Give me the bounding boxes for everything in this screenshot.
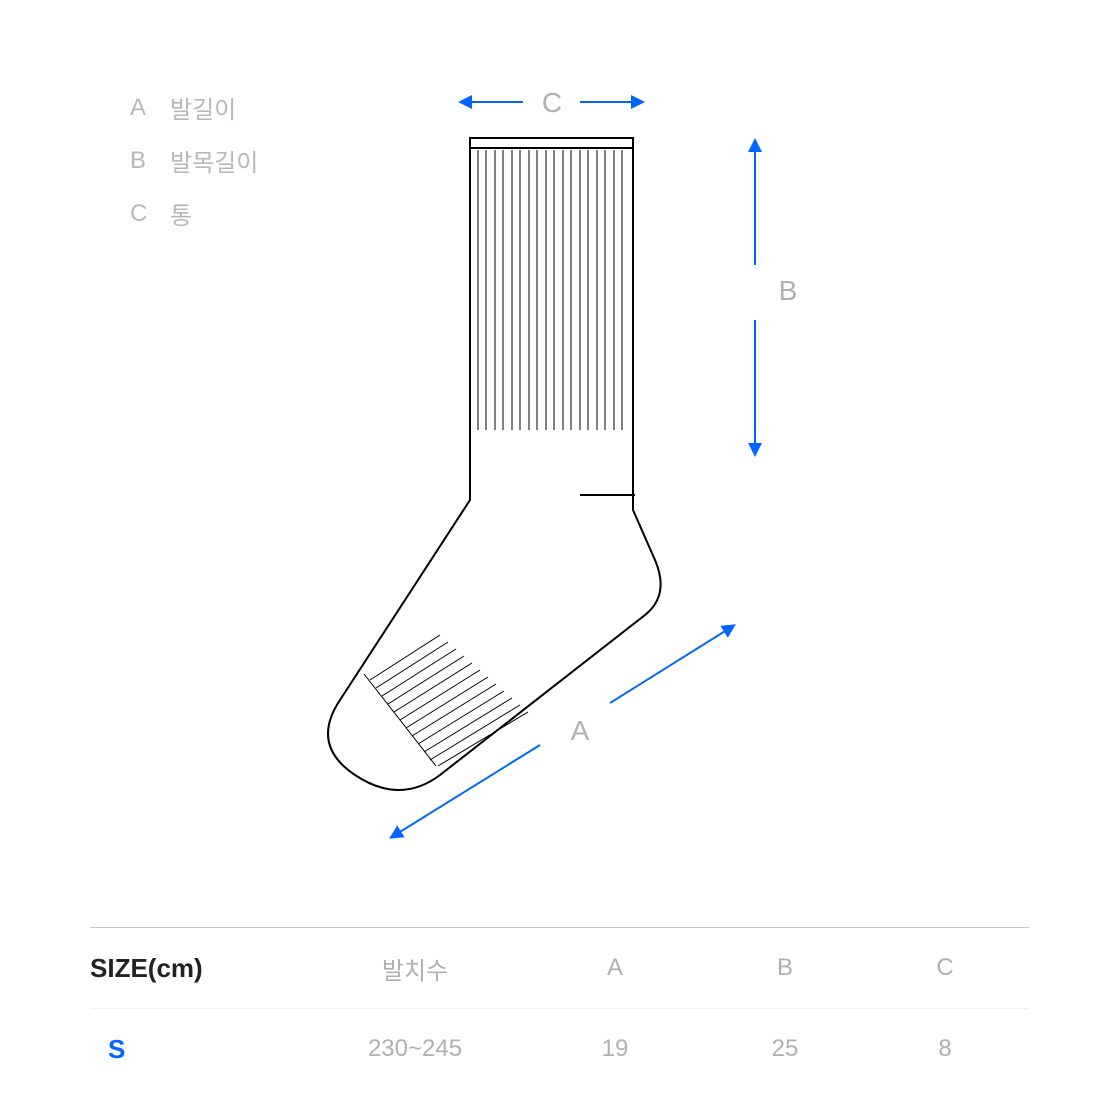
dimension-c: C bbox=[465, 87, 638, 118]
table-cell-a: 19 bbox=[530, 1035, 700, 1063]
dim-label-b: B bbox=[779, 275, 798, 306]
dim-label-a: A bbox=[571, 715, 590, 746]
table-header-c: C bbox=[870, 954, 1020, 982]
table-header-row: SIZE(cm) 발치수 A B C bbox=[90, 927, 1029, 1009]
table-cell-b: 25 bbox=[700, 1035, 870, 1063]
legend-key-a: A bbox=[130, 94, 170, 122]
dimension-b: B bbox=[755, 145, 797, 450]
table-cell-foot: 230~245 bbox=[300, 1035, 530, 1063]
legend: A 발길이 B 발목길이 C 통 bbox=[130, 90, 258, 249]
rib-lines-ankle bbox=[478, 150, 622, 430]
dim-label-c: C bbox=[542, 87, 562, 118]
sock-svg: C B A bbox=[300, 60, 950, 880]
table-header-a: A bbox=[530, 954, 700, 982]
legend-row: B 발목길이 bbox=[130, 143, 258, 178]
legend-key-b: B bbox=[130, 147, 170, 175]
table-header-size: SIZE(cm) bbox=[90, 953, 300, 984]
legend-label-c: 통 bbox=[170, 196, 192, 231]
table-header-foot: 발치수 bbox=[300, 951, 530, 986]
size-table: SIZE(cm) 발치수 A B C S 230~245 19 25 8 bbox=[0, 927, 1119, 1119]
legend-label-a: 발길이 bbox=[170, 90, 236, 125]
sock-diagram: C B A bbox=[300, 60, 950, 860]
legend-row: A 발길이 bbox=[130, 90, 258, 125]
table-cell-c: 8 bbox=[870, 1035, 1020, 1063]
table-header-b: B bbox=[700, 954, 870, 982]
legend-label-b: 발목길이 bbox=[170, 143, 258, 178]
rib-lines-foot bbox=[364, 635, 528, 766]
table-row: S 230~245 19 25 8 bbox=[90, 1009, 1029, 1089]
legend-key-c: C bbox=[130, 200, 170, 228]
dimension-a: A bbox=[395, 628, 730, 835]
legend-row: C 통 bbox=[130, 196, 258, 231]
table-cell-size: S bbox=[90, 1034, 300, 1065]
